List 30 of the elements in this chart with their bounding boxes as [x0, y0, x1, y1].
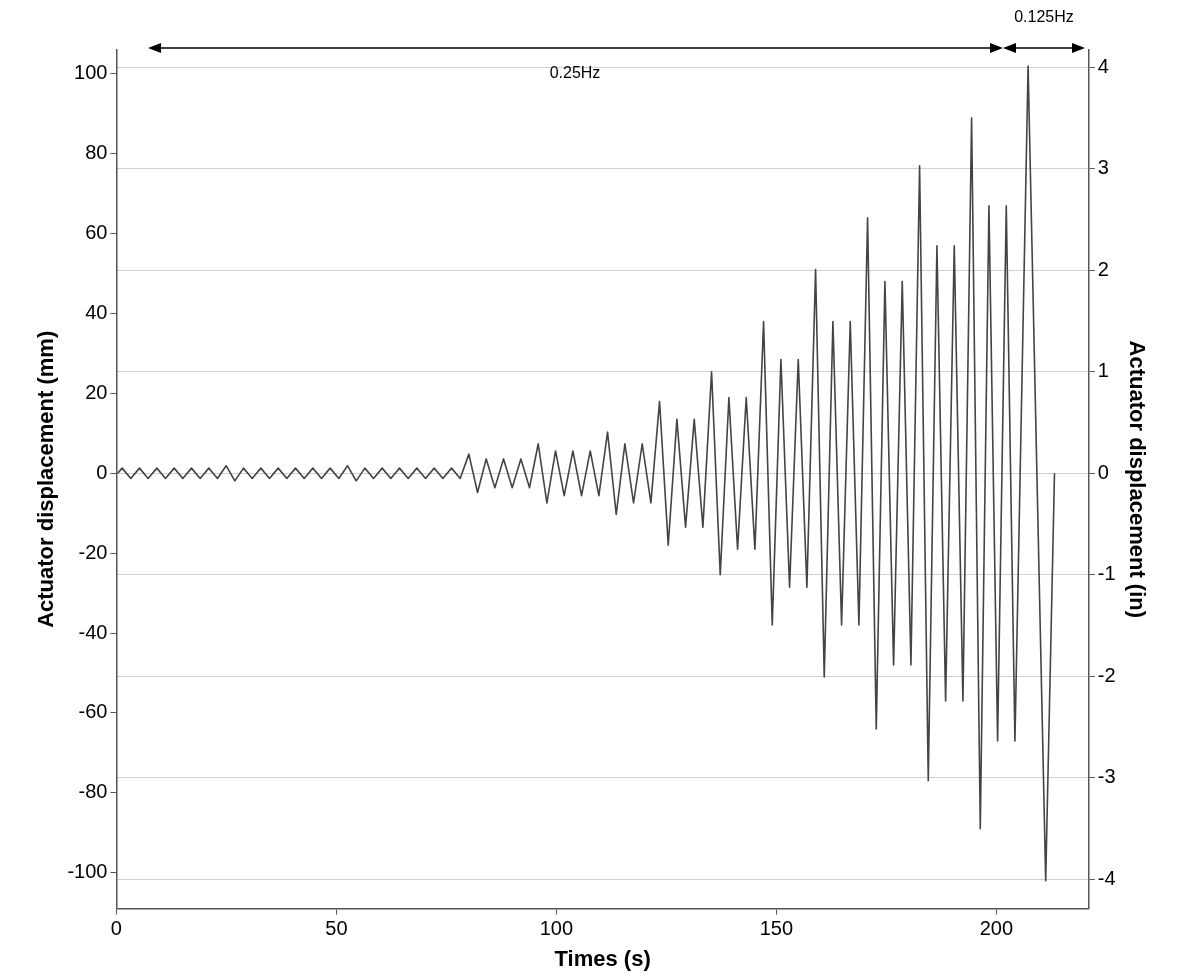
y2-tick-label: 1	[1097, 359, 1109, 382]
x-tick-label: 50	[325, 917, 348, 940]
y2-tick-label: 4	[1097, 54, 1109, 77]
x-tick-label: 150	[759, 917, 794, 940]
y-tick-label: 0	[96, 460, 108, 483]
y2-tick-label: -4	[1097, 866, 1116, 889]
y2-tick-label: 3	[1097, 156, 1109, 179]
y-axis-title: Actuator displacement (mm)	[33, 330, 59, 628]
y2-tick-label: -2	[1097, 663, 1116, 686]
y-tick-label: 100	[74, 61, 108, 84]
x-tick-label: 100	[539, 917, 574, 940]
text: 0.125Hz	[1014, 8, 1074, 26]
y2-tick-label: 0	[1097, 460, 1109, 483]
annotation: 0.25Hz	[549, 64, 601, 82]
x-tick-label: 200	[979, 917, 1014, 940]
x-axis-title: Times (s)	[554, 945, 651, 971]
y-tick-label: -80	[78, 780, 108, 803]
y-tick-label: 60	[85, 221, 108, 244]
y-tick-label: 40	[85, 301, 108, 324]
y2-tick-label: -3	[1097, 765, 1116, 788]
y2-axis-title: Actuator displacement (in)	[1124, 340, 1150, 619]
y-tick-label: -100	[67, 860, 108, 883]
y-tick-label: 80	[85, 141, 108, 164]
y2-tick-label: 2	[1097, 257, 1109, 280]
y-tick-label: -20	[78, 540, 108, 563]
y-tick-label: -40	[78, 620, 108, 643]
y2-tick-label: -1	[1097, 562, 1116, 585]
x-tick-label: 0	[110, 917, 122, 940]
y-tick-label: -60	[78, 700, 108, 723]
y-tick-label: 20	[85, 380, 108, 403]
